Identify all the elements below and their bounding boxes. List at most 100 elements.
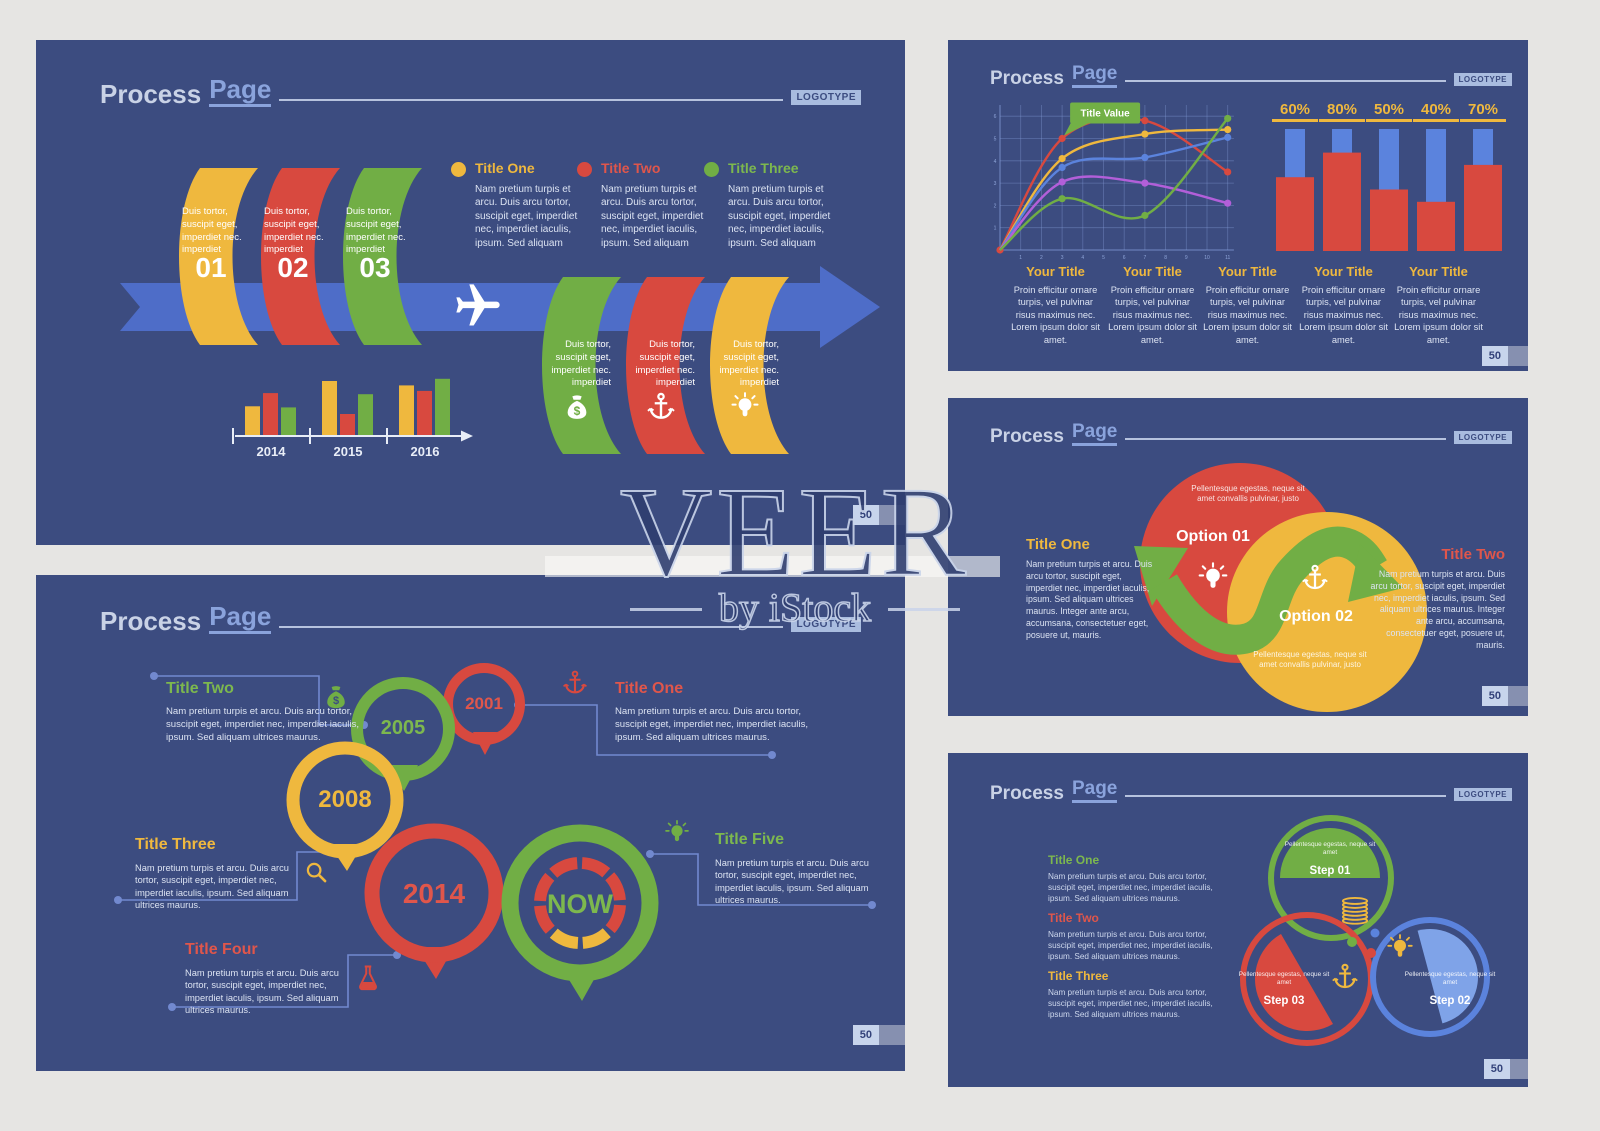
svg-text:2: 2	[994, 203, 997, 209]
side-title: Title Two	[1441, 546, 1505, 563]
column-title: Your Title	[1218, 264, 1277, 279]
header-word-1: Process	[990, 68, 1064, 89]
slide-header: Process Page LOGOTYPE	[100, 603, 861, 634]
step-2-label: Step 02	[1429, 995, 1471, 1007]
years-bar-chart: 2014 2015 2016	[232, 378, 473, 459]
anchor-icon	[645, 391, 677, 423]
page-number-bar	[879, 505, 905, 525]
milestone-year: 2014	[402, 878, 466, 909]
step-number: 01	[195, 252, 227, 283]
entry-text: Nam pretium turpis et arcu. Duis arcu to…	[615, 706, 809, 743]
step-1-fill	[1280, 828, 1380, 878]
page-number: 50	[1481, 686, 1528, 706]
side-title: Title One	[1026, 536, 1090, 553]
svg-text:8: 8	[1164, 255, 1167, 261]
page-number: 50	[852, 505, 905, 525]
slide-header: Process Page LOGOTYPE	[990, 64, 1512, 88]
slide-header: Process Page LOGOTYPE	[990, 779, 1512, 803]
bulb-icon	[729, 391, 761, 423]
step-text: Duis tortor, suscipit eget, imperdiet ne…	[182, 206, 242, 256]
option-1-label: Option 01	[1176, 528, 1250, 545]
header-word-2: Page	[209, 76, 272, 107]
svg-text:10: 10	[1204, 255, 1210, 261]
page-number-badge: 50	[1483, 1059, 1510, 1079]
entry-text: Nam pretium turpis et arcu. Duis arcu to…	[135, 863, 289, 911]
entry-title: Title Four	[185, 941, 258, 958]
svg-text:6: 6	[994, 114, 997, 120]
step-entry: Title One Nam pretium turpis et arcu. Du…	[1048, 853, 1223, 905]
header-word-2: Page	[1071, 422, 1118, 446]
entry-title: Title One	[1048, 853, 1100, 867]
stage-text: Duis tortor, suscipit eget, imperdiet ne…	[719, 339, 779, 389]
svg-text:6: 6	[1123, 255, 1126, 261]
slide-header: Process Page LOGOTYPE	[100, 76, 861, 107]
column-title: Your Title	[1123, 264, 1182, 279]
stage-text: Duis tortor, suscipit eget, imperdiet ne…	[551, 339, 611, 389]
column-title: Your Title	[1314, 264, 1373, 279]
svg-text:2: 2	[1040, 255, 1043, 261]
watermark-brand: VEER	[619, 461, 971, 603]
entry-text: Nam pretium turpis et arcu. Duis arcu to…	[1048, 988, 1213, 1019]
svg-text:80%: 80%	[1327, 101, 1357, 118]
header-word-1: Process	[100, 606, 202, 636]
step-1-label: Step 01	[1309, 865, 1351, 877]
your-title-column: Your Title Proin efficitur ornare turpis…	[1296, 264, 1391, 346]
step-text: Duis tortor, suscipit eget, imperdiet ne…	[346, 206, 406, 256]
steps-diagram	[1240, 815, 1490, 1046]
step-entry: Title Three Nam pretium turpis et arcu. …	[1048, 969, 1223, 1021]
svg-text:5: 5	[994, 137, 997, 143]
step-3-label: Step 03	[1263, 995, 1305, 1007]
junction-dot-blue	[1370, 928, 1380, 938]
column-text: Proin efficitur ornare turpis, vel pulvi…	[1299, 285, 1388, 345]
milestone-year: 2008	[318, 786, 372, 813]
money-bag-icon: $	[561, 391, 593, 423]
cycle-arrowhead-left	[1134, 546, 1188, 606]
svg-text:2014: 2014	[257, 444, 287, 459]
watermark-line-left	[630, 608, 702, 611]
column-text: Proin efficitur ornare turpis, vel pulvi…	[1203, 285, 1292, 345]
bulb-icon	[1196, 561, 1230, 595]
timeline-entry: Title Five Nam pretium turpis et arcu. D…	[715, 831, 887, 907]
entry-text: Nam pretium turpis et arcu. Duis arcu to…	[1048, 872, 1213, 903]
anchor-icon	[1330, 962, 1360, 992]
page-number-bar	[1508, 346, 1528, 366]
legend-item: Title One Nam pretium turpis et arcu. Du…	[451, 160, 593, 250]
page-number-badge: 50	[852, 505, 879, 525]
entry-title: Title One	[615, 680, 684, 697]
side-block-right: Title Two Nam pretium turpis et arcu. Du…	[1367, 546, 1505, 651]
svg-text:9: 9	[1185, 255, 1188, 261]
svg-text:2015: 2015	[334, 444, 363, 459]
logotype-badge: LOGOTYPE	[1453, 431, 1512, 444]
ribbon-flow-diagram	[120, 168, 880, 454]
options-cycle-diagram	[1134, 463, 1427, 712]
slide-header: Process Page LOGOTYPE	[990, 422, 1512, 446]
svg-text:3: 3	[1061, 255, 1064, 261]
legend-dot	[577, 162, 592, 177]
header-rule	[279, 99, 784, 101]
svg-text:5: 5	[1102, 255, 1105, 261]
option-2-label: Option 02	[1279, 608, 1353, 625]
entry-title: Title Three	[135, 836, 216, 853]
milestone-year: NOW	[547, 889, 613, 919]
bulb-icon	[1385, 933, 1415, 963]
side-block-left: Title One Nam pretium turpis et arcu. Du…	[1026, 536, 1160, 641]
legend-text: Nam pretium turpis et arcu. Duis arcu to…	[728, 184, 831, 249]
svg-text:1: 1	[1019, 255, 1022, 261]
your-title-column: Your Title Proin efficitur ornare turpis…	[1391, 264, 1486, 346]
bubble-2008	[286, 741, 404, 871]
anchor-icon	[1300, 563, 1330, 593]
header-word-2: Page	[1071, 779, 1118, 803]
money-bag-icon: $	[321, 682, 351, 712]
legend-title: Title Two	[601, 160, 661, 176]
now-segment-ring	[534, 857, 626, 949]
svg-text:2016: 2016	[411, 444, 440, 459]
slide-process-ribbons: Duis tortor, suscipit eget, imperdiet ne…	[36, 40, 905, 545]
step-text: Duis tortor, suscipit eget, imperdiet ne…	[264, 206, 324, 256]
entry-text: Nam pretium turpis et arcu. Duis arcu to…	[166, 706, 360, 743]
dollar-glyph: $	[573, 403, 581, 418]
step-entry: Title Two Nam pretium turpis et arcu. Du…	[1048, 911, 1223, 963]
header-word-1: Process	[990, 783, 1064, 804]
watermark-line-right	[888, 608, 960, 611]
legend-title: Title One	[475, 160, 535, 176]
page-number-badge: 50	[852, 1025, 879, 1045]
